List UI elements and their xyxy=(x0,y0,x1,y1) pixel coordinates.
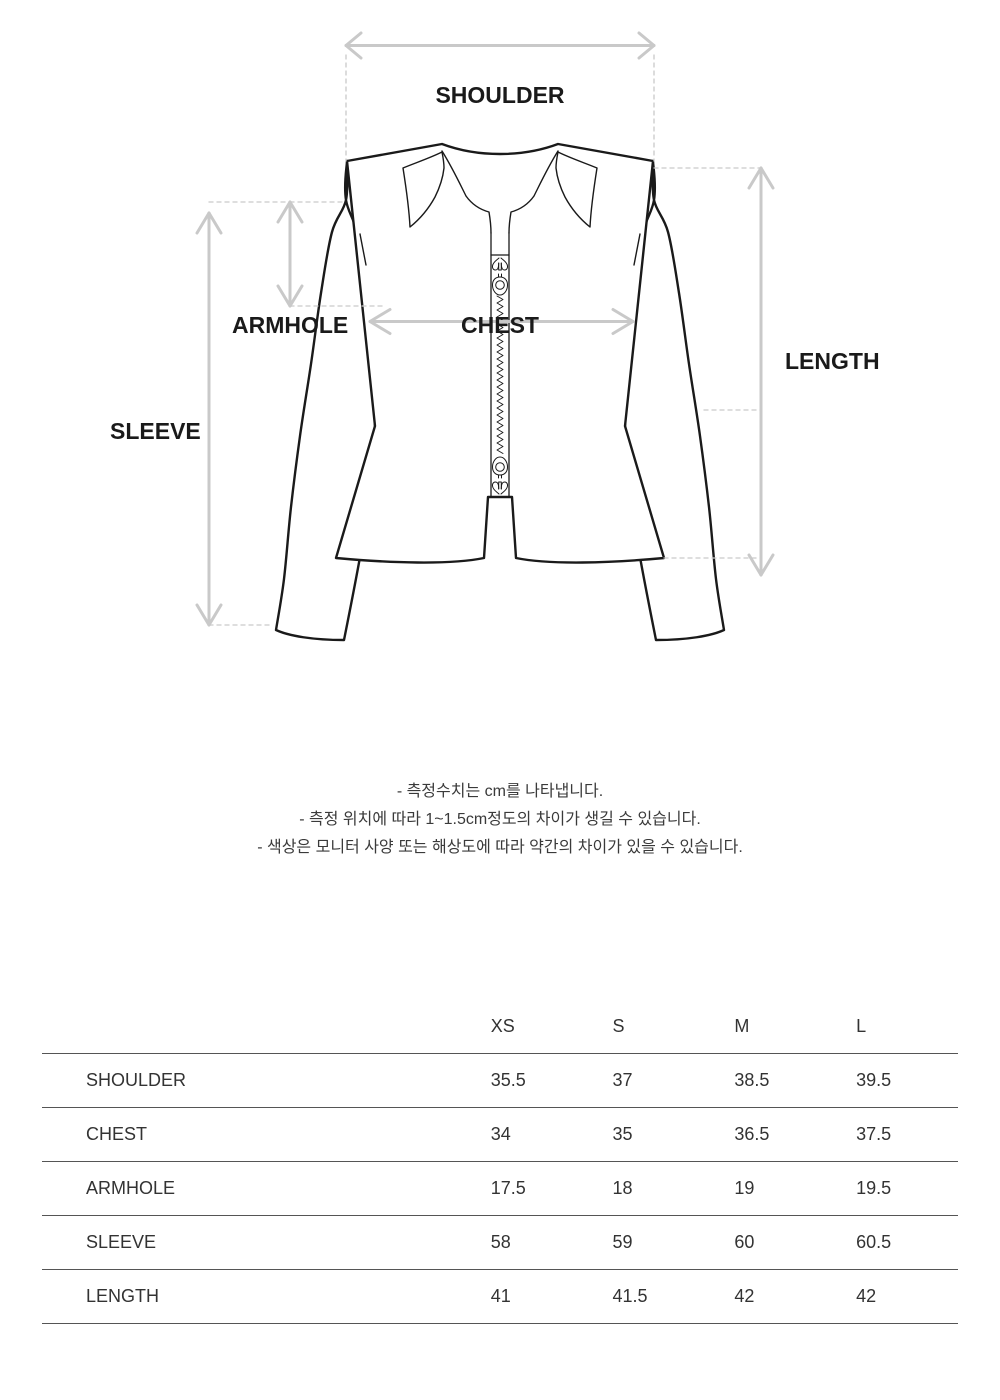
svg-text:ARMHOLE: ARMHOLE xyxy=(232,312,348,338)
svg-text:SHOULDER: SHOULDER xyxy=(435,82,564,108)
svg-text:LENGTH: LENGTH xyxy=(785,348,880,374)
svg-text:SLEEVE: SLEEVE xyxy=(110,418,201,444)
svg-text:CHEST: CHEST xyxy=(461,312,539,338)
